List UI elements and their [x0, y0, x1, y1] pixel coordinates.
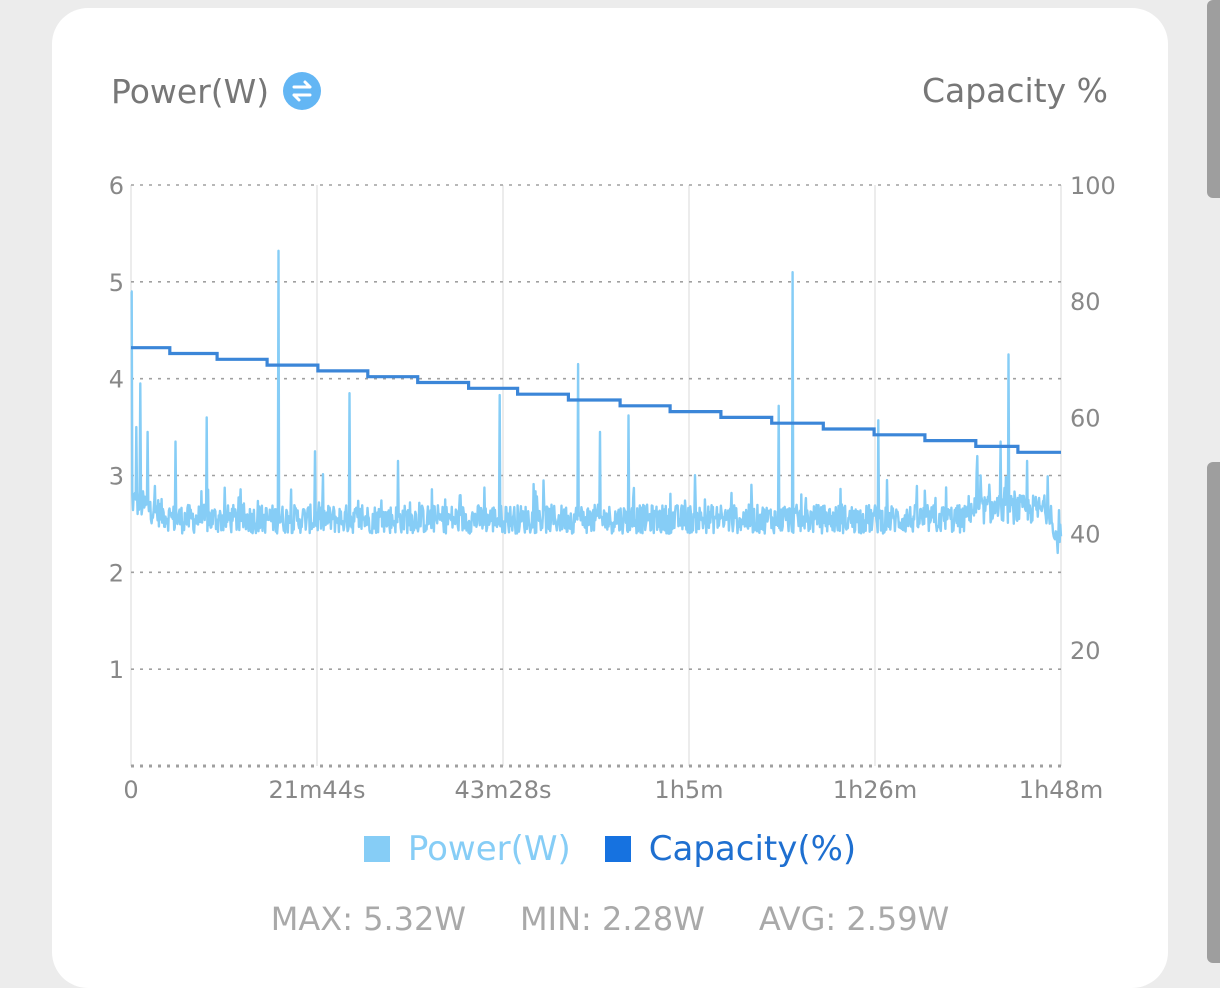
y-left-tick-label: 5 — [109, 269, 124, 297]
y-right-tick-label: 40 — [1070, 521, 1101, 549]
y-left-tick-label: 4 — [109, 366, 124, 394]
x-tick-label: 43m28s — [455, 776, 552, 804]
legend-label-power: Power(W) — [407, 829, 571, 869]
y-right-tick-label: 60 — [1070, 404, 1101, 432]
y-right-tick-label: 100 — [1070, 172, 1116, 200]
x-tick-label: 1h5m — [654, 776, 723, 804]
y-left-tick-label: 3 — [109, 463, 124, 491]
y-right-tick-label: 80 — [1070, 288, 1101, 316]
chart-legend: Power(W) Capacity(%) — [0, 826, 1220, 872]
capacity-series-line — [131, 346, 1061, 454]
stat-avg: AVG: 2.59W — [758, 900, 950, 938]
y-right-tick-label: 20 — [1070, 637, 1101, 665]
x-tick-label: 1h48m — [1019, 776, 1103, 804]
scrollbar-thumb[interactable] — [1207, 0, 1220, 198]
y-left-tick-label: 6 — [109, 172, 124, 200]
legend-swatch-capacity — [604, 836, 631, 862]
legend-swatch-power — [363, 836, 390, 862]
legend-item-power[interactable]: Power(W) — [363, 829, 571, 869]
y-left-tick-label: 2 — [109, 559, 124, 587]
swap-arrows-icon[interactable] — [283, 72, 322, 110]
stat-max: MAX: 5.32W — [270, 900, 467, 938]
power-title: Power(W) — [111, 71, 270, 111]
power-series-line — [130, 249, 1063, 555]
legend-label-capacity: Capacity(%) — [648, 829, 857, 869]
capacity-title: Capacity % — [921, 71, 1108, 110]
power-header: Power(W) — [111, 68, 322, 114]
x-tick-label: 1h26m — [833, 776, 917, 804]
legend-item-capacity[interactable]: Capacity(%) — [604, 829, 857, 869]
x-tick-label: 21m44s — [269, 776, 366, 804]
power-stats: MAX: 5.32W MIN: 2.28W AVG: 2.59W — [0, 900, 1220, 946]
power-capacity-chart: 1 2 3 4 5 6 20 40 60 80 100 0 21m44s 43m28s 1h5m 1h26m 1… — [109, 172, 1116, 804]
y-left-tick-label: 1 — [109, 656, 124, 684]
scrollbar-thumb-lower[interactable] — [1207, 462, 1220, 963]
x-tick-label: 0 — [123, 776, 138, 804]
stat-min: MIN: 2.28W — [520, 900, 705, 938]
